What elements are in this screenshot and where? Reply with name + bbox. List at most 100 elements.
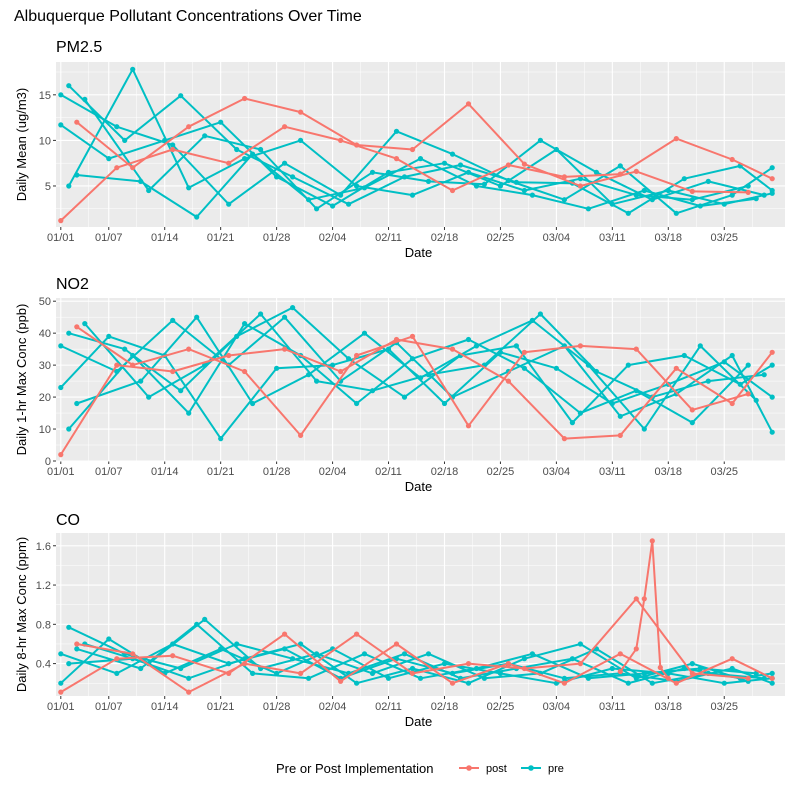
data-point-pre [689, 420, 695, 426]
data-point-pre [497, 670, 503, 677]
data-point-pre [753, 196, 759, 202]
x-tick-label: 01/07 [95, 466, 123, 478]
data-point-post [170, 653, 176, 659]
data-point-post [409, 670, 416, 677]
data-point-post [282, 631, 288, 637]
y-tick-label: 0 [45, 456, 51, 468]
data-point-post [769, 349, 775, 355]
data-point-pre [369, 670, 376, 677]
data-point-post [505, 661, 511, 667]
data-point-pre [250, 670, 256, 677]
data-point-pre [130, 66, 136, 72]
data-point-post [354, 631, 360, 637]
x-tick-label: 01/07 [95, 232, 123, 244]
data-point-pre [242, 156, 248, 162]
data-point-post [673, 680, 679, 686]
data-point-post [58, 689, 64, 695]
series-post [74, 596, 751, 695]
x-tick-label: 01/14 [151, 232, 179, 244]
legend-key-pre: pre [521, 763, 564, 775]
data-point-pre [625, 362, 631, 368]
x-tick-label: 03/04 [543, 466, 571, 478]
data-point-pre [306, 675, 312, 681]
data-point-pre [521, 365, 528, 371]
data-point-pre [425, 178, 432, 184]
data-point-pre [745, 362, 751, 368]
data-point-pre [401, 651, 408, 657]
data-point-pre [689, 197, 695, 203]
data-point-pre [170, 317, 176, 323]
data-point-post [729, 156, 735, 163]
data-point-pre [465, 336, 472, 343]
panel-2: 01/01 01/07 01/14 01/21 01/28 02/04 02/11 02/18… [14, 276, 785, 494]
data-point-pre [449, 151, 456, 157]
data-point-pre [641, 187, 647, 194]
panel-title: NO2 [56, 276, 89, 293]
x-tick-label: 03/11 [599, 466, 626, 478]
data-point-post [354, 142, 360, 148]
y-tick-label: 10 [39, 135, 51, 147]
data-point-post [617, 651, 623, 657]
data-point-pre [58, 122, 64, 128]
data-point-post [633, 646, 639, 652]
data-point-pre [649, 197, 655, 203]
data-point-pre [529, 192, 536, 198]
data-point-pre [106, 333, 112, 339]
data-point-pre [361, 185, 368, 191]
data-point-post [354, 352, 360, 359]
data-point-post [633, 346, 639, 352]
data-point-post [114, 656, 120, 662]
data-point-pre [66, 330, 72, 336]
data-point-pre [58, 651, 64, 657]
data-point-pre [258, 311, 264, 317]
panel-3: 01/01 01/07 01/14 01/21 01/28 02/04 02/11 02/18… [14, 512, 785, 729]
data-point-post [393, 641, 400, 647]
data-point-pre [194, 314, 200, 320]
data-point-pre [393, 128, 400, 134]
x-tick-label: 01/21 [207, 701, 235, 713]
data-point-pre [282, 314, 288, 320]
data-point-pre [250, 400, 256, 407]
data-point-pre [138, 378, 144, 384]
data-point-post [665, 675, 671, 681]
data-point-pre [66, 661, 72, 667]
data-point-pre [729, 352, 735, 359]
data-point-pre [697, 665, 703, 672]
data-point-pre [66, 83, 72, 89]
data-point-pre [513, 343, 520, 349]
data-point-post [282, 124, 288, 130]
data-point-pre [617, 413, 623, 419]
data-point-post [649, 538, 655, 544]
data-point-post [521, 349, 528, 355]
data-point-pre [170, 142, 176, 148]
x-tick-label: 02/18 [431, 466, 459, 478]
data-point-pre [553, 365, 560, 371]
y-tick-label: 20 [39, 392, 51, 404]
data-point-pre [425, 372, 432, 378]
series-post [58, 124, 775, 224]
panel-title: CO [56, 512, 80, 529]
data-point-pre [593, 368, 600, 375]
data-point-pre [354, 680, 360, 686]
data-point-pre [561, 197, 568, 203]
data-point-pre [202, 133, 208, 139]
series-pre [74, 621, 759, 681]
data-point-pre [473, 665, 480, 672]
data-point-post [130, 362, 136, 368]
series-line-pre [60, 93, 773, 215]
data-point-pre [242, 656, 248, 662]
x-tick-label: 02/04 [319, 701, 347, 713]
data-point-post [657, 664, 663, 671]
data-point-post [633, 596, 639, 602]
data-point-post [58, 452, 64, 458]
data-point-pre [401, 394, 408, 400]
data-point-pre [521, 656, 528, 662]
x-tick-label: 03/25 [710, 701, 738, 713]
data-point-pre [314, 378, 320, 384]
data-point-pre [537, 311, 544, 317]
x-tick-label: 02/18 [431, 701, 459, 713]
x-tick-label: 01/28 [263, 466, 291, 478]
data-point-pre [633, 675, 639, 681]
data-point-pre [282, 160, 288, 166]
data-point-pre [186, 675, 192, 681]
